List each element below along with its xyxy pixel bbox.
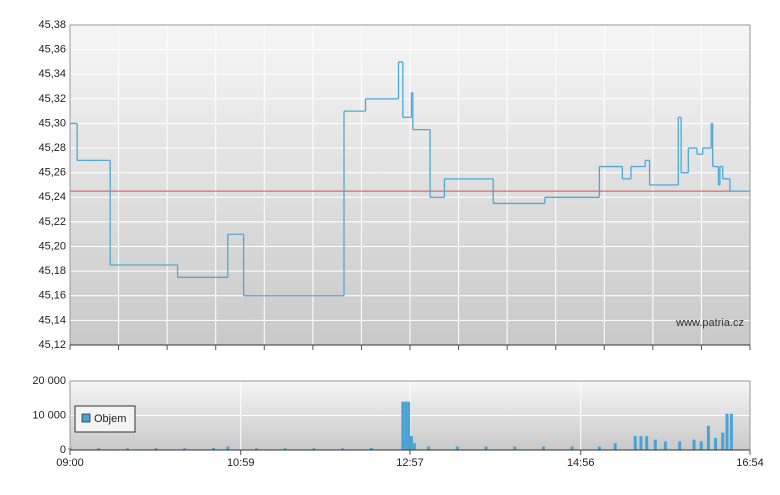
volume-bar xyxy=(653,439,657,450)
y-tick-label: 45,34 xyxy=(38,68,66,80)
y-tick-label: 45,14 xyxy=(38,314,66,326)
volume-bar xyxy=(455,446,459,450)
volume-bar xyxy=(692,439,696,450)
y-tick-label: 45,20 xyxy=(38,240,66,252)
y-tick-label: 45,12 xyxy=(38,339,66,351)
volume-bar xyxy=(633,436,637,450)
y-tick-label: 45,22 xyxy=(38,216,66,228)
volume-bar xyxy=(283,448,287,450)
volume-bar xyxy=(597,446,601,450)
volume-bar xyxy=(513,446,517,450)
y-tick-label: 45,24 xyxy=(38,191,66,203)
y-tick-label: 45,30 xyxy=(38,117,66,129)
y-tick-label: 45,32 xyxy=(38,93,66,105)
volume-bar xyxy=(725,413,729,450)
volume-bar xyxy=(154,448,158,450)
x-tick-label: 10:59 xyxy=(227,457,255,469)
volume-bar xyxy=(125,448,129,450)
y-tick-label: 45,38 xyxy=(38,19,66,31)
volume-bar xyxy=(570,446,574,450)
volume-bar xyxy=(226,446,230,450)
y-tick-label: 45,26 xyxy=(38,167,66,179)
y-tick-label: 45,36 xyxy=(38,44,66,56)
x-tick-label: 12:57 xyxy=(396,457,424,469)
y-tick-label: 45,18 xyxy=(38,265,66,277)
y-tick-label: 20 000 xyxy=(32,375,66,387)
volume-bar xyxy=(699,441,703,450)
volume-bar xyxy=(484,446,488,450)
volume-bar xyxy=(639,436,643,450)
volume-bar xyxy=(714,437,718,450)
x-tick-label: 09:00 xyxy=(56,457,84,469)
volume-bar xyxy=(312,448,316,450)
y-tick-label: 0 xyxy=(60,444,66,456)
volume-bar xyxy=(409,436,413,450)
x-tick-label: 14:56 xyxy=(567,457,595,469)
volume-bar xyxy=(404,401,408,450)
y-tick-label: 10 000 xyxy=(32,409,66,421)
volume-bar xyxy=(541,446,545,450)
volume-bar xyxy=(211,447,215,450)
volume-bar xyxy=(369,447,373,450)
y-tick-label: 45,28 xyxy=(38,142,66,154)
volume-bar xyxy=(183,448,187,450)
x-tick-label: 16:54 xyxy=(736,457,764,469)
legend-swatch xyxy=(81,413,91,423)
volume-bar xyxy=(407,401,411,450)
volume-bar xyxy=(678,441,682,450)
volume-bar xyxy=(645,436,649,450)
volume-bar xyxy=(97,448,101,450)
volume-bar xyxy=(412,443,416,450)
volume-bar xyxy=(721,432,725,450)
volume-bar xyxy=(401,401,405,450)
volume-bar xyxy=(341,448,345,450)
legend-label: Objem xyxy=(94,413,126,425)
volume-bar xyxy=(706,425,710,450)
y-tick-label: 45,16 xyxy=(38,290,66,302)
watermark: www.patria.cz xyxy=(675,317,744,329)
volume-bar xyxy=(663,441,667,450)
volume-bar xyxy=(254,448,258,450)
volume-bar xyxy=(613,443,617,450)
volume-bar xyxy=(729,413,733,450)
volume-bar xyxy=(427,446,431,450)
legend-box xyxy=(74,405,136,433)
